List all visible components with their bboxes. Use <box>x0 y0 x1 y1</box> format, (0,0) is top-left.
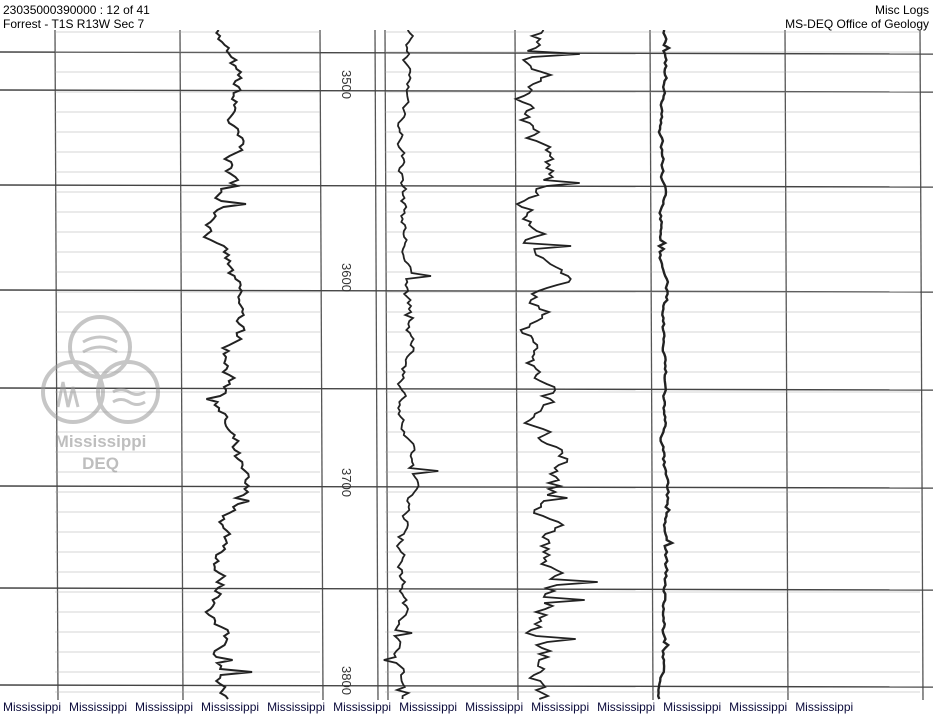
category: Misc Logs <box>874 3 929 17</box>
grid-vline <box>649 30 654 700</box>
grid-vline <box>514 30 519 700</box>
logo-circles-icon <box>41 315 160 424</box>
header-left: 23035000390000 : 12 of 41 Forrest - T1S … <box>3 3 150 31</box>
curve-resistivity-long <box>513 30 598 700</box>
location: Forrest - T1S R13W Sec 7 <box>3 17 145 31</box>
grid-vline <box>319 30 324 700</box>
mdeq-watermark-logo: Mississippi DEQ <box>38 312 163 482</box>
log-curves <box>202 30 675 700</box>
depth-labels: 3500 3600 3700 3800 <box>339 70 354 695</box>
depth-label-3800: 3800 <box>339 666 354 695</box>
well-log-scan: 3500 3600 3700 3800 <box>0 30 933 700</box>
watermark-line2: DEQ <box>82 454 119 473</box>
watermark-line1: Mississippi <box>54 432 147 451</box>
grid-hline-major <box>0 485 933 489</box>
footer-item: Mississippi <box>729 700 788 714</box>
footer-item: Mississippi <box>795 700 854 714</box>
grid-hline-major <box>0 89 933 93</box>
grid-vline <box>384 30 389 700</box>
footer-item: Mississippi <box>465 700 524 714</box>
footer-item: Mississippi <box>399 700 458 714</box>
grid-hline-major <box>0 387 933 391</box>
footer-watermark-strip: Mississippi Mississippi Mississippi Mississ… <box>3 700 861 714</box>
depth-label-3600: 3600 <box>339 263 354 292</box>
footer-item: Mississippi <box>69 700 128 714</box>
footer-item: Mississippi <box>135 700 194 714</box>
grid-vline <box>374 30 379 700</box>
document-id: 23035000390000 : 12 of 41 <box>3 3 150 17</box>
grid-vline <box>179 30 184 700</box>
footer-item: Mississippi <box>531 700 590 714</box>
footer-item: Mississippi <box>597 700 656 714</box>
footer-item: Mississippi <box>201 700 260 714</box>
grid-hline-major <box>0 184 933 188</box>
curve-conductivity <box>656 30 675 700</box>
grid-hline-major <box>0 587 933 591</box>
depth-label-3700: 3700 <box>339 468 354 497</box>
log-grid <box>0 30 933 700</box>
curve-resistivity-short <box>383 30 439 700</box>
grid-vline <box>784 30 789 700</box>
agency: MS-DEQ Office of Geology <box>785 17 929 31</box>
grid-hline-major <box>0 684 933 688</box>
depth-label-3500: 3500 <box>339 70 354 99</box>
grid-hline-major <box>0 51 933 55</box>
footer-item: Mississippi <box>267 700 326 714</box>
footer-item: Mississippi <box>3 700 62 714</box>
grid-vline <box>919 30 924 700</box>
footer-item: Mississippi <box>663 700 722 714</box>
header-right: Misc Logs MS-DEQ Office of Geology <box>785 3 929 31</box>
grid-hline-major <box>0 289 933 293</box>
footer-item: Mississippi <box>333 700 392 714</box>
curve-sp <box>202 30 253 700</box>
